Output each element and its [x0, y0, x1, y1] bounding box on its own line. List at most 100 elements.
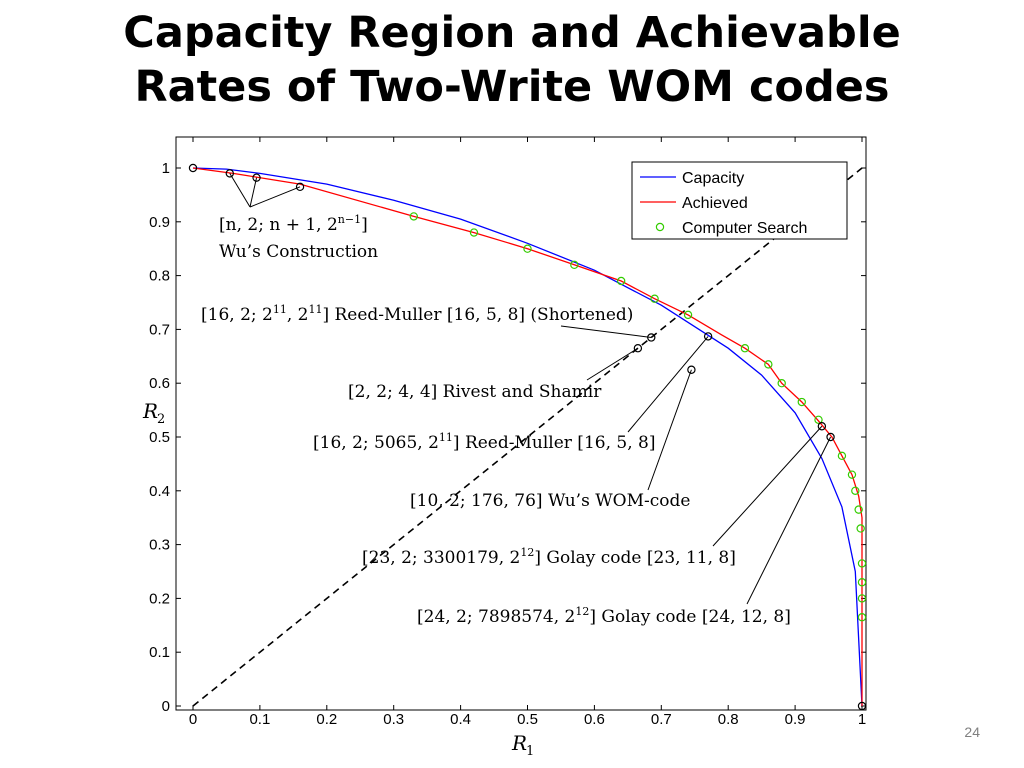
annotation-leader-line [229, 173, 251, 208]
annotation-text-part: 12 [520, 546, 534, 559]
computer-search-point [683, 310, 693, 320]
x-tick-label: 0.6 [584, 711, 605, 728]
slide-title-line-1: Capacity Region and Achievable [123, 8, 901, 58]
y-tick-label: 1 [162, 160, 170, 177]
annotation-text-part: , 2 [287, 305, 309, 325]
x-tick-label: 0.9 [785, 711, 806, 728]
annotation-label: [10, 2; 176, 76] Wu’s WOM-code [410, 491, 690, 511]
y-tick-label: 0.1 [149, 644, 170, 661]
computer-search-point [570, 260, 579, 270]
x-tick-label: 0.8 [718, 711, 739, 728]
annotation-5: [10, 2; 176, 76] Wu’s WOM-code [410, 369, 692, 511]
annotation-leader-line [586, 347, 639, 381]
computer-search-point [650, 294, 659, 303]
computer-search-point [409, 212, 418, 221]
annotation-text-part: 11 [273, 303, 287, 316]
code-point-marker [687, 365, 696, 374]
code-point-marker [633, 344, 643, 353]
y-tick-label: 0 [162, 698, 170, 715]
annotation-leader-line [249, 186, 301, 208]
annotation-text-part: [10, 2; 176, 76] Wu’s WOM-code [410, 491, 690, 511]
computer-search-point [797, 397, 806, 407]
computer-search-point [857, 578, 867, 587]
legend-swatch-computer-search [655, 222, 665, 232]
y-tick-label: 0.7 [149, 321, 170, 338]
y-tick-label: 0.2 [149, 590, 170, 607]
x-tick-label: 0.2 [316, 711, 337, 728]
computer-search-point [777, 379, 786, 388]
computer-search-point [857, 613, 867, 622]
annotation-text-part: n−1 [338, 213, 361, 226]
legend: Capacity Achieved Computer Search [631, 161, 848, 240]
annotation-4: [16, 2; 5065, 211] Reed-Muller [16, 5, 8… [313, 336, 709, 453]
slide-title-line-2: Rates of Two-Write WOM codes [134, 62, 890, 112]
code-point-marker [703, 332, 713, 341]
x-axis-label-subscript: 1 [526, 744, 534, 759]
annotation-text-part: 11 [439, 431, 453, 444]
y-tick-label: 0.6 [149, 375, 170, 392]
computer-search-point [523, 244, 532, 253]
x-axis-label: R [511, 731, 527, 755]
annotation-leader-line [560, 325, 652, 338]
legend-label-achieved: Achieved [682, 195, 748, 212]
annotation-text-part: 12 [575, 605, 589, 618]
annotation-text-part: [n, 2; n + 1, 2 [219, 215, 338, 235]
page-number: 24 [964, 724, 980, 740]
computer-search-point [847, 470, 857, 479]
code-point-marker [252, 173, 261, 182]
annotation-7: [24, 2; 7898574, 212] Golay code [24, 12… [417, 436, 832, 627]
annotation-label-line-2: Wu’s Construction [219, 242, 378, 262]
code-point-marker [857, 701, 867, 711]
y-tick-label: 0.4 [149, 483, 170, 500]
annotation-leader-line [746, 436, 832, 605]
annotation-text-part: [16, 2; 5065, 2 [313, 433, 439, 453]
y-axis-label: R [142, 399, 158, 423]
annotation-leader-line [712, 425, 823, 547]
annotation-label: [16, 2; 211, 211] Reed-Muller [16, 5, 8]… [201, 303, 633, 325]
achieved-line [192, 167, 863, 706]
x-tick-label: 0.7 [651, 711, 672, 728]
legend-box [631, 161, 848, 240]
annotation-text-part: [2, 2; 4, 4] Rivest and Shamir [348, 382, 602, 402]
legend-label-computer-search: Computer Search [682, 220, 807, 237]
annotation-label: [24, 2; 7898574, 212] Golay code [24, 12… [417, 605, 791, 627]
code-point-marker [817, 422, 827, 431]
annotation-2: [16, 2; 211, 211] Reed-Muller [16, 5, 8]… [201, 303, 652, 338]
slide-title: Capacity Region and Achievable Rates of … [0, 6, 1024, 114]
computer-search-point [857, 594, 867, 603]
annotation-label: [n, 2; n + 1, 2n−1] [219, 213, 368, 235]
computer-search-point [740, 344, 750, 353]
computer-search-point [851, 486, 860, 495]
y-tick-label: 0.3 [149, 537, 170, 554]
computer-search-point [856, 524, 865, 533]
annotation-text-part: ] Reed-Muller [16, 5, 8] [453, 433, 656, 453]
annotation-text-part: 11 [308, 303, 322, 316]
code-point-marker [225, 169, 234, 178]
code-point-marker [826, 432, 835, 442]
y-tick-label: 0.9 [149, 214, 170, 231]
capacity-line [192, 167, 863, 707]
code-point-marker [295, 182, 305, 192]
annotation-text-part: [16, 2; 2 [201, 305, 273, 325]
x-tick-label: 0.5 [517, 711, 538, 728]
annotation-6: [23, 2; 3300179, 212] Golay code [23, 11… [362, 425, 823, 568]
annotation-text-part: [23, 2; 3300179, 2 [362, 548, 520, 568]
annotation-text-part: ] [361, 215, 368, 235]
y-tick-label: 0.8 [149, 268, 170, 285]
annotation-text-part: ] Golay code [24, 12, 8] [589, 607, 791, 627]
x-tick-label: 1 [858, 711, 866, 728]
x-tick-label: 0.3 [383, 711, 404, 728]
annotation-text-part: ] Golay code [23, 11, 8] [534, 548, 736, 568]
y-axis-label-subscript: 2 [157, 412, 165, 427]
x-tick-label: 0.4 [450, 711, 471, 728]
annotation-3: [2, 2; 4, 4] Rivest and Shamir [348, 347, 639, 402]
annotation-text-part: ] Reed-Muller [16, 5, 8] (Shortened) [322, 305, 633, 325]
computer-search-point [837, 451, 847, 461]
annotation-leader-line [249, 177, 258, 208]
y-tick-label: 0.5 [149, 429, 170, 446]
annotation-label: [2, 2; 4, 4] Rivest and Shamir [348, 382, 602, 402]
code-point-marker [188, 163, 198, 173]
x-tick-label: 0 [189, 711, 197, 728]
annotation-text-part: [24, 2; 7898574, 2 [417, 607, 575, 627]
